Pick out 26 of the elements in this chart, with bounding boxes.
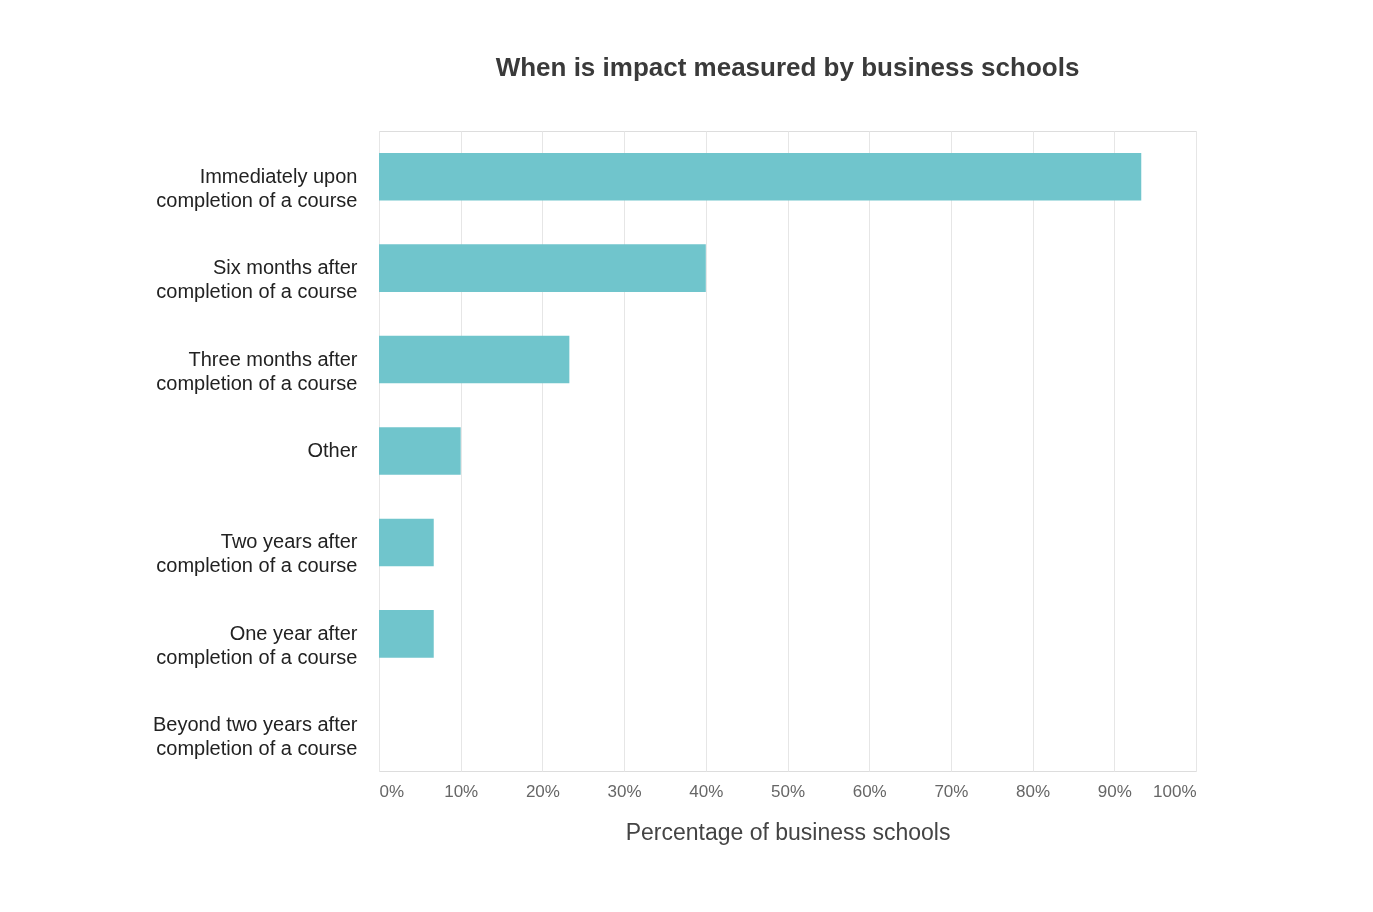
x-tick-label: 20% (525, 781, 560, 801)
x-tick-label: 100% (1153, 781, 1197, 801)
bar (379, 244, 706, 292)
x-tick-label: 90% (1097, 781, 1132, 801)
y-tick-label: Immediately upon completion of a course (156, 164, 358, 211)
bar (379, 610, 434, 658)
x-tick-label: 40% (689, 781, 724, 801)
y-tick-label: Two years after completion of a course (156, 530, 358, 577)
x-tick-label: 80% (1016, 781, 1051, 801)
y-tick-label: Other (307, 439, 358, 461)
x-tick-label: 30% (607, 781, 642, 801)
y-tick-label: Three months after completion of a course (156, 347, 358, 394)
x-tick-label: 10% (444, 781, 479, 801)
x-tick-label: 70% (934, 781, 969, 801)
chart-title: When is impact measured by business schools (495, 52, 1080, 82)
x-axis-title: Percentage of business schools (625, 818, 951, 845)
x-tick-label: 0% (379, 781, 405, 801)
bar (379, 518, 434, 567)
bar (379, 335, 570, 384)
y-tick-label: Six months after completion of a course (156, 256, 358, 303)
x-tick-label: 60% (852, 781, 887, 801)
bar (379, 427, 461, 475)
y-tick-label: Beyond two years after completion of a course (152, 713, 358, 760)
bar (379, 152, 1142, 201)
y-tick-label: One year after completion of a course (156, 621, 358, 668)
x-tick-label: 50% (770, 781, 806, 801)
